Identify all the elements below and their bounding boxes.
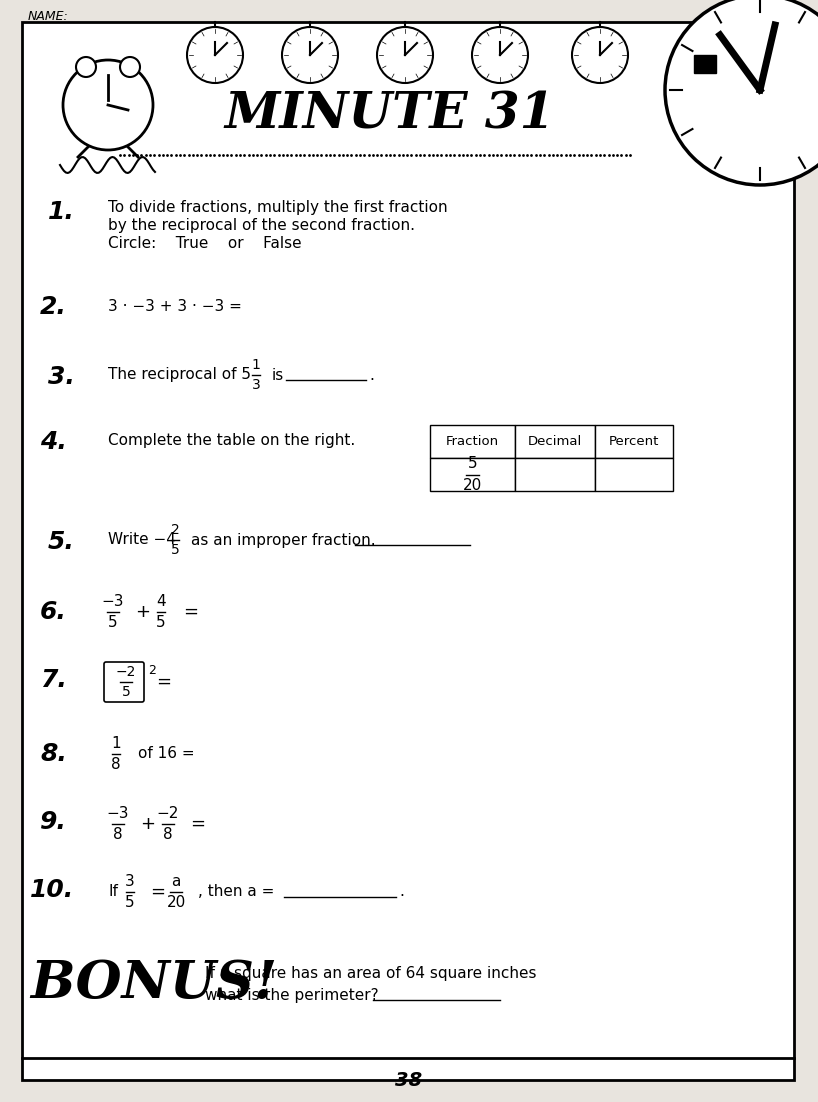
Circle shape [120,57,140,77]
Text: is: is [272,367,284,382]
Text: 3.: 3. [48,365,75,389]
Text: .: . [399,885,404,899]
Text: −2: −2 [116,666,136,679]
Bar [430,425,515,458]
Text: Percent: Percent [609,435,659,449]
Text: 5: 5 [108,615,118,630]
Text: =: = [156,673,171,691]
Text: 3: 3 [125,874,135,889]
Text: 38: 38 [395,1070,423,1090]
Text: of 16 =: of 16 = [138,746,195,761]
Bar [515,425,595,458]
Text: Circle:    True    or    False: Circle: True or False [108,236,302,251]
Text: 2.: 2. [40,295,67,318]
Bar [595,425,673,458]
Text: 8: 8 [111,757,121,773]
Text: 5: 5 [171,543,179,557]
Circle shape [665,0,818,185]
Circle shape [572,28,628,83]
Circle shape [187,28,243,83]
Text: =: = [183,603,198,622]
Text: −3: −3 [101,594,124,609]
Text: −3: −3 [107,806,129,821]
Circle shape [472,28,528,83]
Text: a: a [171,874,181,889]
Text: .: . [369,367,374,382]
Text: 5: 5 [125,895,135,910]
Text: 9.: 9. [40,810,67,834]
Text: 5: 5 [156,615,166,630]
Text: If: If [108,885,118,899]
Text: 1.: 1. [48,199,75,224]
Text: as an improper fraction.: as an improper fraction. [191,532,375,548]
Text: 1: 1 [252,358,260,372]
Text: 8: 8 [113,826,123,842]
Text: 3 · −3 + 3 · −3 =: 3 · −3 + 3 · −3 = [108,299,242,314]
FancyBboxPatch shape [22,22,794,1080]
Text: Fraction: Fraction [446,435,499,449]
Text: 6.: 6. [40,599,67,624]
Text: 20: 20 [463,477,482,493]
Text: 8.: 8. [40,742,67,766]
Text: =: = [150,883,165,901]
Text: BONUS!: BONUS! [30,958,277,1009]
Text: 5.: 5. [48,530,75,554]
Text: 1: 1 [111,736,121,750]
Text: 5: 5 [122,684,130,699]
Text: +: + [140,815,155,833]
Text: =: = [190,815,205,833]
Text: , then a =: , then a = [198,885,274,899]
Text: MINUTE 31: MINUTE 31 [225,90,555,140]
Text: 4.: 4. [40,430,67,454]
Circle shape [377,28,433,83]
Text: 2: 2 [148,663,156,677]
Text: The reciprocal of 5: The reciprocal of 5 [108,367,251,382]
Text: Decimal: Decimal [528,435,582,449]
Text: Write −4: Write −4 [108,532,176,548]
Bar [515,458,595,491]
Text: NAME:: NAME: [28,10,69,23]
Text: +: + [135,603,150,622]
FancyBboxPatch shape [104,662,144,702]
Text: 20: 20 [166,895,186,910]
Text: 10.: 10. [30,878,74,903]
Bar [430,458,515,491]
Text: what is the perimeter?: what is the perimeter? [205,988,379,1003]
Bar [595,458,673,491]
Text: Complete the table on the right.: Complete the table on the right. [108,432,355,447]
Text: If a square has an area of 64 square inches: If a square has an area of 64 square inc… [205,966,537,981]
Circle shape [63,60,153,150]
Text: by the reciprocal of the second fraction.: by the reciprocal of the second fraction… [108,218,415,233]
Circle shape [76,57,96,77]
Text: 2: 2 [171,523,179,538]
Circle shape [282,28,338,83]
Text: 8: 8 [163,826,173,842]
Text: 4: 4 [156,594,166,609]
Text: 5: 5 [468,456,478,472]
Text: −2: −2 [157,806,179,821]
Text: 7.: 7. [40,668,67,692]
Text: To divide fractions, multiply the first fraction: To divide fractions, multiply the first … [108,199,447,215]
Bar [694,55,716,73]
Text: 3: 3 [252,378,260,391]
